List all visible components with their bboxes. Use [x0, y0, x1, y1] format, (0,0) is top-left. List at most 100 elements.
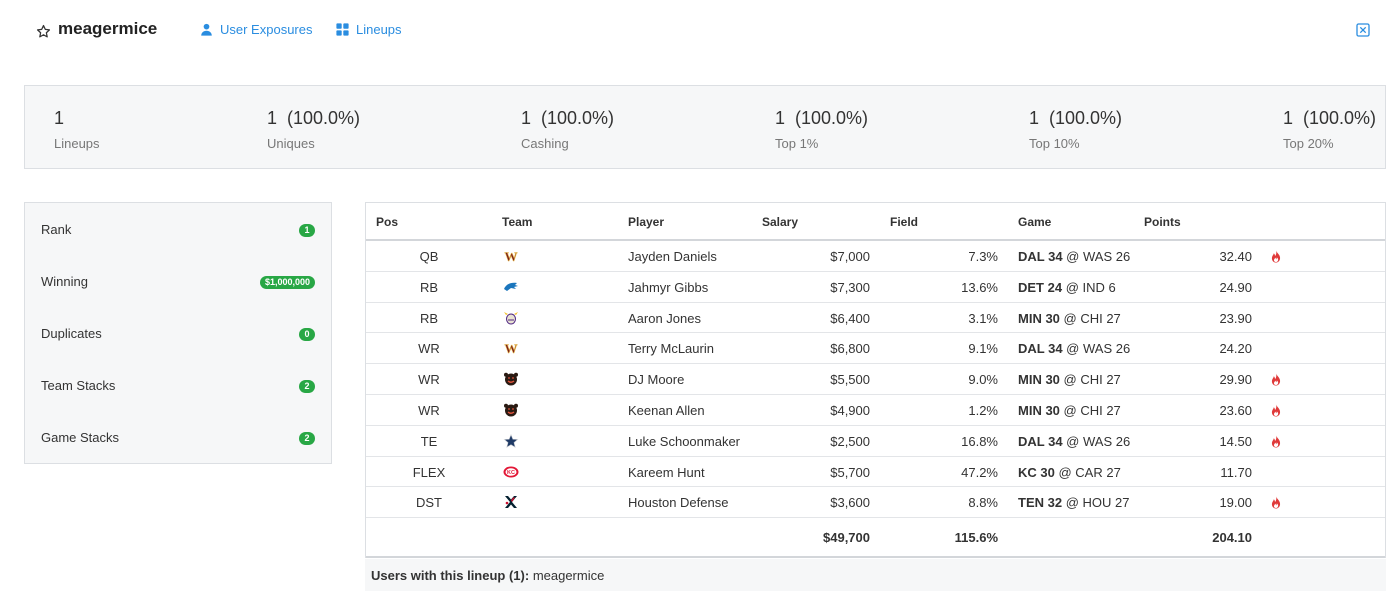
col-player[interactable]: Player — [628, 215, 665, 229]
users-value[interactable]: meagermice — [532, 568, 605, 583]
table-row[interactable]: DST Houston Defense $3,600 8.8% TEN 32 @ HOU… — [366, 487, 1385, 519]
table-row[interactable]: TE Luke Schoonmaker $2,500 16.8% DAL 34 @ WA… — [366, 426, 1385, 457]
row-game: KC 30 @ CAR 27 — [1018, 465, 1121, 480]
row-game: DAL 34 @ WAS 26 — [1018, 341, 1130, 356]
row-game: DET 24 @ IND 6 — [1018, 280, 1116, 295]
game-lead: DET 24 — [1018, 279, 1063, 295]
duplicates-badge: 0 — [299, 328, 315, 341]
row-player[interactable]: DJ Moore — [628, 372, 685, 388]
table-row[interactable]: RB Aaron Jones $6,400 3.1% MIN 30 @ CHI 27 23… — [366, 303, 1385, 334]
team-logo-icon — [502, 495, 520, 509]
total-salary: $49,700 — [823, 530, 870, 546]
fire-icon — [1270, 435, 1282, 448]
user-exposures-label: User Exposures — [220, 22, 313, 37]
team-logo-icon: W — [502, 341, 520, 357]
user-exposures-link[interactable]: User Exposures — [200, 22, 312, 37]
summary-game-stacks: Game Stacks 2 — [25, 411, 331, 463]
svg-text:W: W — [505, 249, 518, 263]
row-field: 13.6% — [961, 279, 998, 295]
summary-label: Winning — [41, 274, 88, 289]
table-body: QB W Jayden Daniels $7,000 7.3% DAL 34 @ WAS … — [366, 241, 1385, 519]
summary-label: Game Stacks — [41, 430, 120, 445]
total-points: 204.10 — [1212, 530, 1252, 546]
game-rest: @ WAS 26 — [1062, 433, 1131, 449]
row-pos: TE — [420, 433, 438, 449]
fire-icon — [1270, 250, 1282, 263]
total-field: 115.6% — [954, 530, 998, 546]
lineups-label: Lineups — [356, 22, 402, 37]
row-player[interactable]: Houston Defense — [628, 495, 729, 511]
user-icon — [201, 23, 212, 36]
row-player[interactable]: Luke Schoonmaker — [628, 433, 741, 449]
table-row[interactable]: WR W Terry McLaurin $6,800 9.1% DAL 34 @ WAS … — [366, 333, 1385, 365]
row-pos: WR — [418, 372, 440, 388]
row-salary: $6,800 — [830, 341, 870, 357]
game-rest: @ HOU 27 — [1062, 495, 1130, 511]
game-rest: @ CHI 27 — [1059, 402, 1121, 418]
lineups-link[interactable]: Lineups — [336, 22, 402, 37]
row-player[interactable]: Jahmyr Gibbs — [628, 279, 709, 295]
row-field: 8.8% — [968, 495, 998, 511]
page-title: meagermice — [58, 19, 158, 38]
fire-icon — [1270, 404, 1282, 417]
fire-icon — [1270, 373, 1282, 386]
row-player[interactable]: Keenan Allen — [628, 402, 705, 418]
table-total-row: $49,700 115.6% 204.10 — [366, 518, 1385, 559]
row-salary: $5,700 — [830, 464, 870, 480]
col-field[interactable]: Field — [890, 215, 919, 229]
row-salary: $4,900 — [830, 402, 870, 418]
row-player[interactable]: Terry McLaurin — [628, 341, 714, 357]
row-salary: $7,300 — [830, 279, 870, 295]
stat-value: 1 (100.0%) — [267, 108, 361, 128]
row-field: 16.8% — [961, 433, 998, 449]
summary-label: Rank — [41, 222, 72, 237]
stat-value: 1 — [54, 108, 65, 128]
col-pos[interactable]: Pos — [376, 215, 399, 229]
row-pos: WR — [418, 341, 440, 357]
team-stacks-badge: 2 — [299, 380, 315, 393]
row-salary: $2,500 — [830, 433, 870, 449]
game-rest: @ IND 6 — [1062, 279, 1116, 295]
stat-value: 1 (100.0%) — [1283, 108, 1377, 128]
winning-badge: $1,000,000 — [259, 276, 315, 289]
row-salary: $5,500 — [830, 372, 870, 388]
col-team[interactable]: Team — [502, 215, 533, 229]
col-points[interactable]: Points — [1144, 215, 1181, 229]
table-row[interactable]: RB Jahmyr Gibbs $7,300 13.6% DET 24 @ IND 6 2… — [366, 272, 1385, 303]
row-pos: WR — [418, 402, 440, 418]
table-row[interactable]: WR Keenan Allen $4,900 1.2% MIN 30 @ CHI 27 2… — [366, 395, 1385, 426]
team-logo-icon — [502, 280, 520, 294]
stat-label: Lineups — [54, 136, 100, 151]
row-field: 9.1% — [968, 341, 998, 357]
svg-text:W: W — [505, 341, 518, 355]
users-label: Users with this lineup (1): — [371, 568, 530, 583]
team-logo-icon — [502, 372, 520, 386]
row-player[interactable]: Jayden Daniels — [628, 249, 717, 264]
lineup-table: Pos Team Player Salary Field Game Points… — [365, 202, 1386, 559]
col-game[interactable]: Game — [1018, 215, 1052, 229]
star-icon[interactable] — [36, 24, 51, 39]
table-row[interactable]: QB W Jayden Daniels $7,000 7.3% DAL 34 @ WAS … — [366, 241, 1385, 272]
row-field: 47.2% — [961, 464, 998, 480]
row-points: 24.90 — [1219, 279, 1252, 295]
lineup-summary-panel: Rank 1 Winning $1,000,000 Duplicates 0 T… — [24, 202, 332, 464]
row-salary: $7,000 — [830, 249, 870, 264]
close-icon[interactable] — [1356, 23, 1370, 37]
game-lead: KC 30 — [1018, 464, 1055, 480]
row-player[interactable]: Aaron Jones — [628, 310, 701, 326]
row-points: 11.70 — [1220, 464, 1252, 480]
row-points: 23.90 — [1219, 310, 1252, 326]
summary-team-stacks: Team Stacks 2 — [25, 359, 331, 411]
rank-badge: 1 — [299, 224, 315, 237]
col-salary[interactable]: Salary — [762, 215, 799, 229]
game-rest: @ CHI 27 — [1059, 310, 1121, 326]
row-game: TEN 32 @ HOU 27 — [1018, 495, 1129, 510]
row-player[interactable]: Kareem Hunt — [628, 464, 705, 480]
row-salary: $3,600 — [830, 495, 870, 511]
table-row[interactable]: WR DJ Moore $5,500 9.0% MIN 30 @ CHI 27 29.90 — [366, 364, 1385, 395]
svg-text:KC: KC — [507, 470, 515, 476]
row-points: 32.40 — [1219, 249, 1252, 264]
row-pos: RB — [419, 310, 439, 326]
summary-duplicates: Duplicates 0 — [25, 307, 331, 359]
table-row[interactable]: FLEX KC Kareem Hunt $5,700 47.2% KC 30 @ CAR … — [366, 457, 1385, 488]
